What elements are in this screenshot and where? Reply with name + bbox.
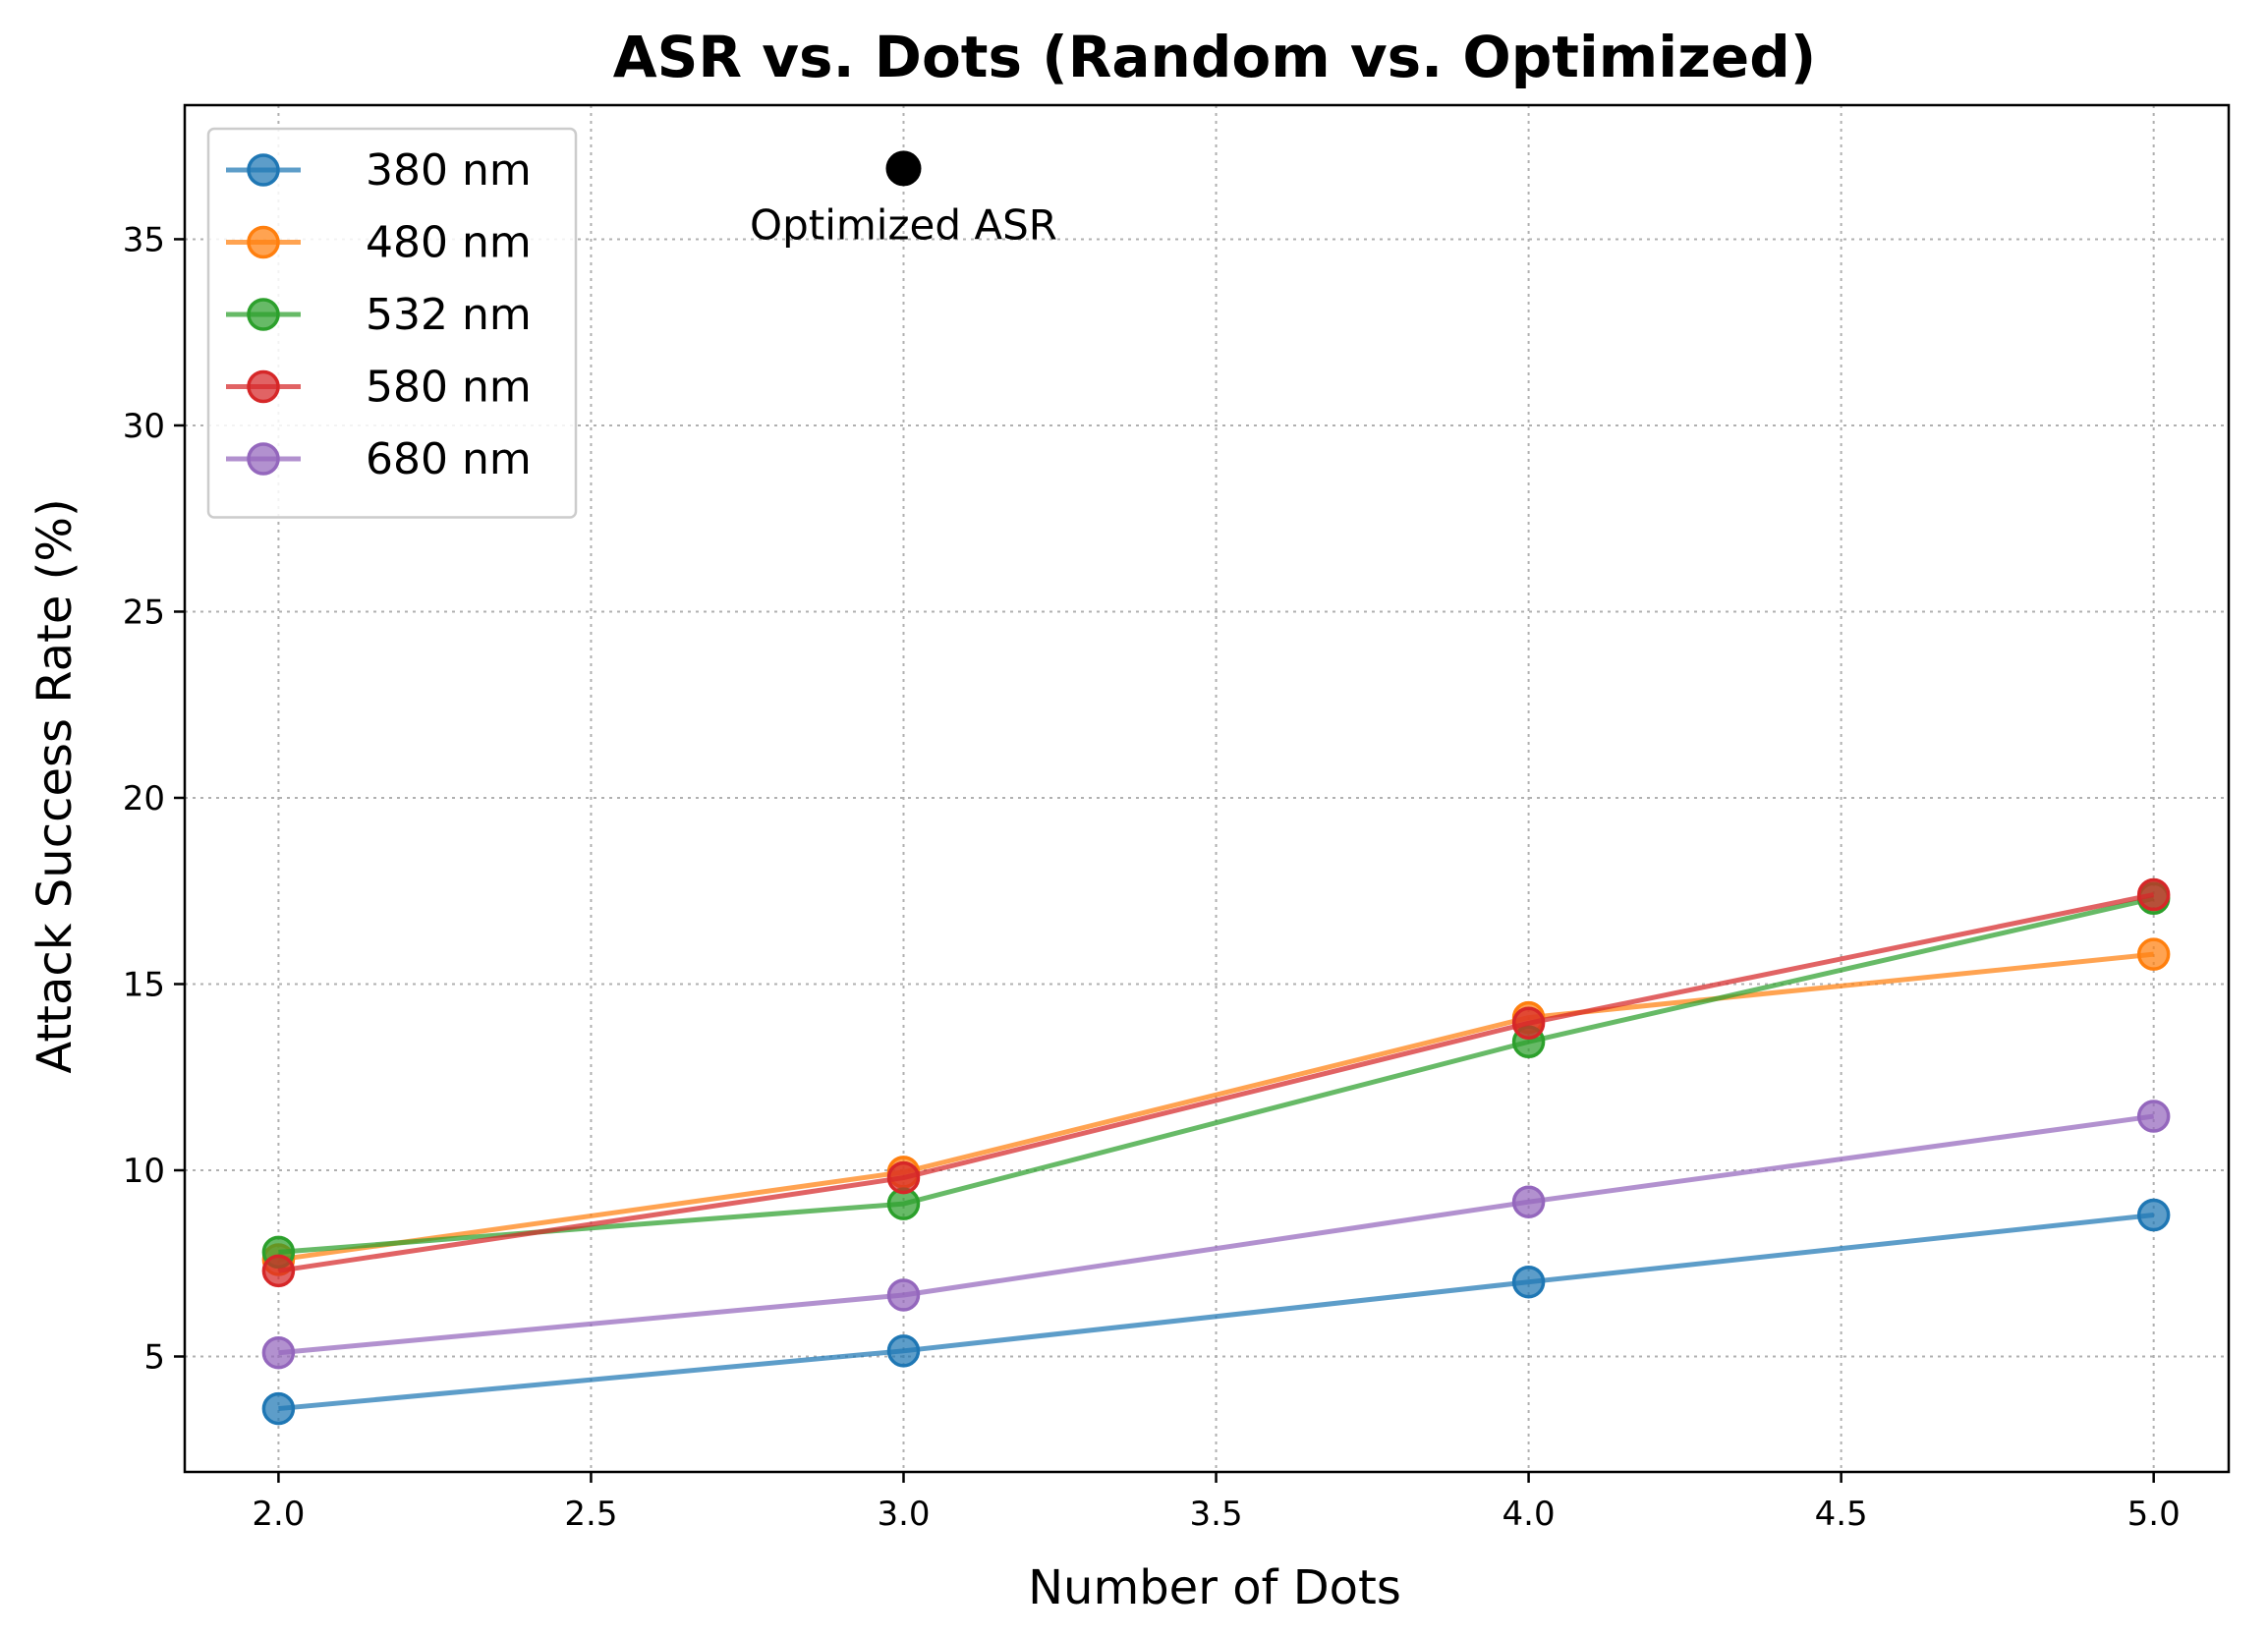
x-tick-label: 5.0 — [2127, 1495, 2181, 1534]
legend-label: 480 nm — [366, 218, 532, 268]
data-point — [1511, 1006, 1546, 1041]
legend: 380 nm 480 nm 532 nm 580 nm 680 nm — [206, 127, 578, 519]
x-axis-ticks: 2.0 2.5 3.0 3.5 4.0 4.5 5.0 — [252, 1472, 2181, 1534]
x-tick-label: 4.0 — [1503, 1495, 1556, 1534]
series-line — [278, 895, 2155, 1255]
series-line — [278, 1212, 2154, 1412]
series-line — [278, 1113, 2155, 1356]
series-3 — [261, 877, 2171, 1288]
legend-item: 680 nm — [226, 434, 532, 484]
data-point — [2136, 877, 2171, 912]
legend-item: 532 nm — [226, 290, 532, 340]
chart-title: ASR vs. Dots (Random vs. Optimized) — [613, 24, 1817, 90]
legend-label: 380 nm — [366, 145, 532, 196]
data-point — [886, 1334, 921, 1368]
plot-frame — [183, 103, 2231, 1474]
data-point — [261, 1335, 296, 1370]
x-tick-label: 2.5 — [564, 1495, 617, 1534]
legend-label: 532 nm — [366, 290, 532, 340]
data-point — [886, 1160, 921, 1195]
data-point — [261, 1254, 296, 1288]
data-point — [886, 1278, 921, 1312]
y-tick-label: 30 — [123, 407, 165, 446]
series-layer — [261, 877, 2171, 1426]
legend-item: 380 nm — [226, 145, 532, 196]
data-point — [261, 1391, 296, 1426]
series-0 — [261, 1198, 2171, 1426]
x-tick-label: 3.0 — [877, 1495, 930, 1534]
annotation: Optimized ASR — [750, 150, 1057, 249]
legend-item: 480 nm — [226, 218, 532, 268]
legend-swatch-marker — [247, 369, 280, 404]
series-4 — [261, 1100, 2171, 1370]
x-tick-label: 2.0 — [252, 1495, 305, 1534]
legend-label: 680 nm — [366, 434, 532, 484]
annotation-label: Optimized ASR — [750, 200, 1057, 249]
legend-label: 580 nm — [366, 363, 532, 413]
series-line — [278, 892, 2155, 1273]
y-tick-label: 15 — [123, 965, 165, 1004]
data-point — [1511, 1265, 1546, 1299]
optimized-asr-point — [885, 150, 922, 187]
data-point — [2136, 1198, 2171, 1232]
series-line — [278, 951, 2154, 1263]
legend-box — [206, 127, 578, 519]
data-point — [1511, 1185, 1546, 1218]
y-tick-label: 10 — [123, 1152, 165, 1191]
data-point — [2136, 1100, 2171, 1133]
legend-swatch-marker — [247, 442, 280, 476]
legend-swatch-marker — [247, 225, 280, 259]
y-axis-ticks: 5 10 15 20 25 30 35 — [123, 220, 185, 1378]
y-tick-label: 35 — [123, 220, 165, 259]
data-point — [2136, 937, 2171, 971]
x-tick-label: 4.5 — [1815, 1495, 1868, 1534]
legend-swatch-marker — [247, 153, 280, 187]
x-tick-label: 3.5 — [1190, 1495, 1243, 1534]
y-tick-label: 5 — [143, 1338, 165, 1378]
x-axis-label: Number of Dots — [1028, 1560, 1401, 1615]
y-tick-label: 20 — [123, 779, 165, 819]
y-axis-label: Attack Success Rate (%) — [28, 498, 83, 1073]
legend-item: 580 nm — [226, 363, 532, 413]
legend-swatch-marker — [247, 298, 280, 331]
y-tick-label: 25 — [123, 593, 165, 632]
